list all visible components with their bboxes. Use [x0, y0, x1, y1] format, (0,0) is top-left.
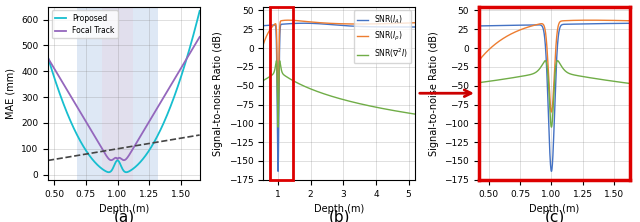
- Proposed: [54, 85, 61, 88]
- X-axis label: Depth (m): Depth (m): [529, 204, 580, 214]
- SNR($I_\rho$): [411, 22, 419, 24]
- SNR($\nabla^2 I$): [408, 112, 416, 115]
- Focal Track: [120, 159, 128, 162]
- SNR($\nabla^2 I$): [260, 79, 268, 82]
- Line: Proposed: Proposed: [48, 11, 200, 172]
- SNR($\nabla^2 I$): [324, 94, 332, 97]
- SNR($I_A$): [274, 170, 282, 173]
- SNR($\nabla^2 I$): [411, 113, 419, 115]
- Focal Track: [159, 97, 167, 99]
- Y-axis label: Signal-to-noise Ratio (dB): Signal-to-noise Ratio (dB): [429, 31, 438, 156]
- SNR($I_\rho$): [392, 22, 399, 25]
- Focal Track: [175, 71, 182, 73]
- Bar: [102, 7, 132, 180]
- Legend: SNR($I_A$), SNR($I_\rho$), SNR($\nabla^2 I$): SNR($I_A$), SNR($I_\rho$), SNR($\nabla^2…: [353, 10, 412, 63]
- SNR($\nabla^2 I$): [277, 65, 285, 68]
- Y-axis label: MAE (mm): MAE (mm): [6, 68, 15, 119]
- SNR($I_A$): [318, 23, 326, 25]
- SNR($I_\rho$): [324, 22, 332, 25]
- Focal Track: [132, 142, 140, 145]
- SNR($I_\rho$): [286, 19, 294, 22]
- Focal Track: [54, 72, 61, 75]
- Focal Track: [44, 57, 52, 59]
- Proposed: [141, 155, 148, 158]
- Bar: [132, 7, 158, 180]
- Focal Track: [136, 135, 144, 138]
- Proposed: [136, 161, 144, 163]
- Legend: Proposed, Focal Track: Proposed, Focal Track: [52, 10, 118, 38]
- Bar: [270, 7, 292, 180]
- Y-axis label: Signal-to-noise Ratio (dB): Signal-to-noise Ratio (dB): [213, 31, 223, 156]
- Text: (a): (a): [113, 209, 134, 222]
- Proposed: [132, 165, 140, 167]
- SNR($I_A$): [260, 24, 268, 27]
- SNR($\nabla^2 I$): [274, 126, 282, 129]
- Proposed: [105, 171, 113, 174]
- SNR($I_\rho$): [408, 22, 416, 24]
- Focal Track: [196, 36, 204, 38]
- Proposed: [175, 82, 182, 85]
- Focal Track: [141, 128, 148, 130]
- SNR($I_A$): [411, 26, 419, 28]
- SNR($\nabla^2 I$): [286, 77, 294, 80]
- Text: (c): (c): [545, 209, 564, 222]
- SNR($\nabla^2 I$): [273, 59, 280, 62]
- Bar: [77, 7, 102, 180]
- SNR($I_A$): [286, 22, 294, 25]
- SNR($I_\rho$): [277, 20, 285, 22]
- SNR($I_\rho$): [284, 19, 292, 22]
- Line: SNR($I_A$): SNR($I_A$): [264, 23, 415, 171]
- Line: SNR($I_\rho$): SNR($I_\rho$): [264, 20, 415, 112]
- SNR($\nabla^2 I$): [318, 92, 326, 94]
- X-axis label: Depth (m): Depth (m): [314, 204, 364, 214]
- SNR($\nabla^2 I$): [392, 110, 399, 112]
- SNR($I_A$): [324, 23, 332, 26]
- Proposed: [196, 10, 204, 12]
- SNR($I_\rho$): [274, 111, 282, 113]
- Proposed: [44, 56, 52, 59]
- Proposed: [159, 123, 167, 125]
- SNR($I_\rho$): [260, 43, 268, 46]
- Line: Focal Track: Focal Track: [48, 37, 200, 160]
- SNR($I_A$): [392, 26, 399, 28]
- Text: (b): (b): [328, 209, 350, 222]
- SNR($I_A$): [408, 26, 416, 28]
- Line: SNR($\nabla^2 I$): SNR($\nabla^2 I$): [264, 61, 415, 127]
- SNR($I_A$): [277, 24, 285, 26]
- SNR($I_\rho$): [318, 22, 326, 24]
- SNR($I_A$): [300, 22, 308, 25]
- X-axis label: Depth (m): Depth (m): [99, 204, 149, 214]
